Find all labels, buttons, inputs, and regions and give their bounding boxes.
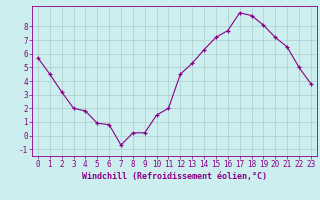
X-axis label: Windchill (Refroidissement éolien,°C): Windchill (Refroidissement éolien,°C) [82,172,267,181]
